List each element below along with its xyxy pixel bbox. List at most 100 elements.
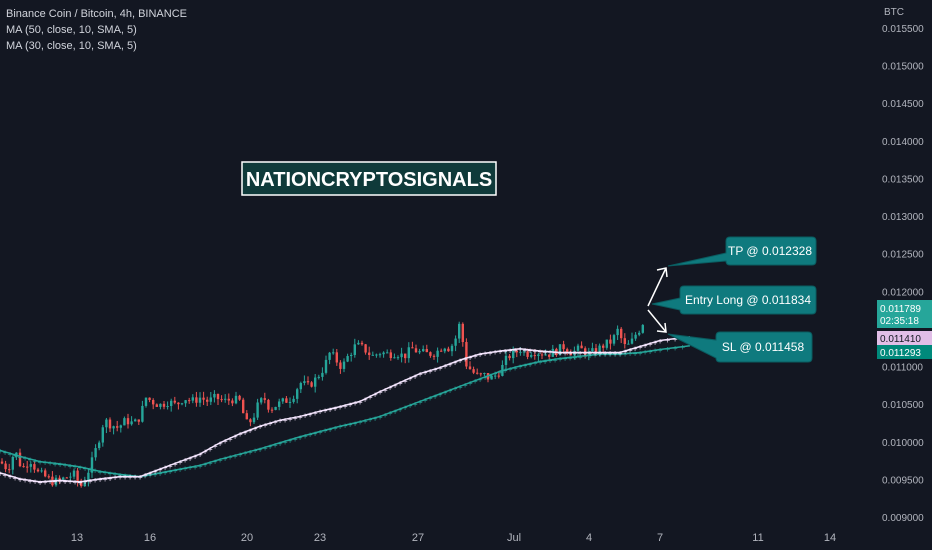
candle [206, 396, 209, 407]
ma50-marker: + [567, 349, 573, 357]
ma30-marker: + [387, 410, 393, 418]
ma30-marker: + [467, 380, 473, 388]
ma30-marker: + [482, 374, 488, 382]
candle [458, 321, 461, 344]
ma50-marker: + [77, 479, 83, 487]
ma30-marker: + [77, 464, 83, 472]
ma50-marker: + [367, 394, 373, 402]
ma50-marker: + [647, 340, 653, 348]
candle [224, 394, 227, 403]
price-tick-label: 0.015000 [882, 62, 924, 73]
price-axis[interactable]: BTC 0.015500 0.015000 0.014500 0.014000 0.01… [882, 7, 924, 524]
candle [159, 403, 162, 410]
ma50-marker: + [167, 462, 173, 470]
ma30-marker: + [37, 459, 43, 467]
ma30-marker: + [72, 463, 78, 471]
ma50-marker: + [82, 478, 88, 486]
ma50-marker: + [232, 433, 238, 441]
candle [292, 395, 295, 404]
tp-label: TP @ 0.012328 [728, 244, 812, 258]
ma50-marker: + [312, 409, 318, 417]
ma30-marker: + [657, 346, 663, 354]
ma50-marker: + [227, 435, 233, 443]
ma50-marker: + [97, 476, 103, 484]
ma30-marker: + [362, 417, 368, 425]
indicator-ma50[interactable]: MA (50, close, 10, SMA, 5) [6, 24, 137, 36]
ma50-marker: + [557, 349, 563, 357]
ma50-marker: + [377, 389, 383, 397]
candle [134, 418, 137, 422]
ma50-marker: + [152, 468, 158, 476]
ma50-marker: + [582, 349, 588, 357]
indicator-ma30[interactable]: MA (30, close, 10, SMA, 5) [6, 40, 137, 52]
candle [324, 355, 328, 375]
candle [137, 419, 140, 425]
candle [36, 467, 40, 473]
candle [11, 455, 14, 475]
ma30-marker: + [437, 391, 443, 399]
ma30-marker: + [502, 367, 508, 375]
candle [447, 346, 450, 352]
candle [72, 468, 76, 480]
tp-callout[interactable]: TP @ 0.012328 [667, 236, 817, 267]
ma30-marker: + [247, 448, 253, 456]
candle [411, 341, 414, 349]
candle [425, 344, 428, 353]
candle [303, 375, 306, 386]
ma50-marker: + [652, 339, 658, 347]
candle [404, 353, 407, 364]
price-tick-label: 0.009000 [882, 513, 924, 524]
time-tick-label: 11 [752, 532, 763, 544]
ma50-marker: + [212, 443, 218, 451]
candle [288, 397, 292, 408]
candle [332, 348, 335, 355]
time-axis[interactable]: 13 16 20 23 27 Jul 4 7 11 14 [71, 532, 836, 544]
candle [400, 347, 403, 363]
ma50-marker: + [37, 479, 43, 487]
candle [65, 476, 68, 479]
candle [26, 460, 29, 473]
ma50-marker: + [352, 400, 358, 408]
symbol-title[interactable]: Binance Coin / Bitcoin, 4h, BINANCE [6, 8, 187, 20]
candle [440, 348, 443, 352]
ma50-marker: + [192, 453, 198, 461]
ma30-value: 0.011293 [880, 348, 921, 359]
candle [472, 366, 475, 375]
ma50-marker: + [132, 474, 138, 482]
candle [90, 451, 94, 478]
ma50-marker: + [67, 478, 73, 486]
ma30-marker: + [327, 426, 333, 434]
ma50-marker: + [572, 349, 578, 357]
ma30-marker: + [512, 364, 518, 372]
candle [184, 399, 187, 407]
sl-callout[interactable]: SL @ 0.011458 [667, 331, 813, 363]
candle [87, 468, 90, 487]
ma50-marker: + [272, 419, 278, 427]
ma50-marker: + [427, 368, 433, 376]
candle [238, 394, 241, 401]
ma30-marker: + [567, 354, 573, 362]
candle [346, 353, 349, 363]
candle [94, 444, 97, 461]
ma30-marker: + [672, 345, 678, 353]
ma30-marker: + [47, 460, 53, 468]
ma30-marker: + [532, 360, 538, 368]
sl-arrowhead [656, 322, 667, 333]
candle [144, 397, 148, 408]
candle [526, 348, 529, 360]
entry-callout[interactable]: Entry Long @ 0.011834 [651, 285, 817, 315]
candle [605, 339, 608, 350]
ma30-marker: + [272, 441, 278, 449]
candle [591, 342, 594, 353]
ma50-marker: + [442, 363, 448, 371]
ma50-marker: + [177, 459, 183, 467]
ma50-marker: + [162, 464, 168, 472]
ma50-marker: + [242, 429, 248, 437]
candle [612, 333, 616, 346]
ma30-marker: + [112, 471, 118, 479]
ma30-marker: + [252, 447, 258, 455]
ma30-marker: + [462, 381, 468, 389]
candle [202, 391, 205, 406]
ma30-marker: + [382, 412, 388, 420]
